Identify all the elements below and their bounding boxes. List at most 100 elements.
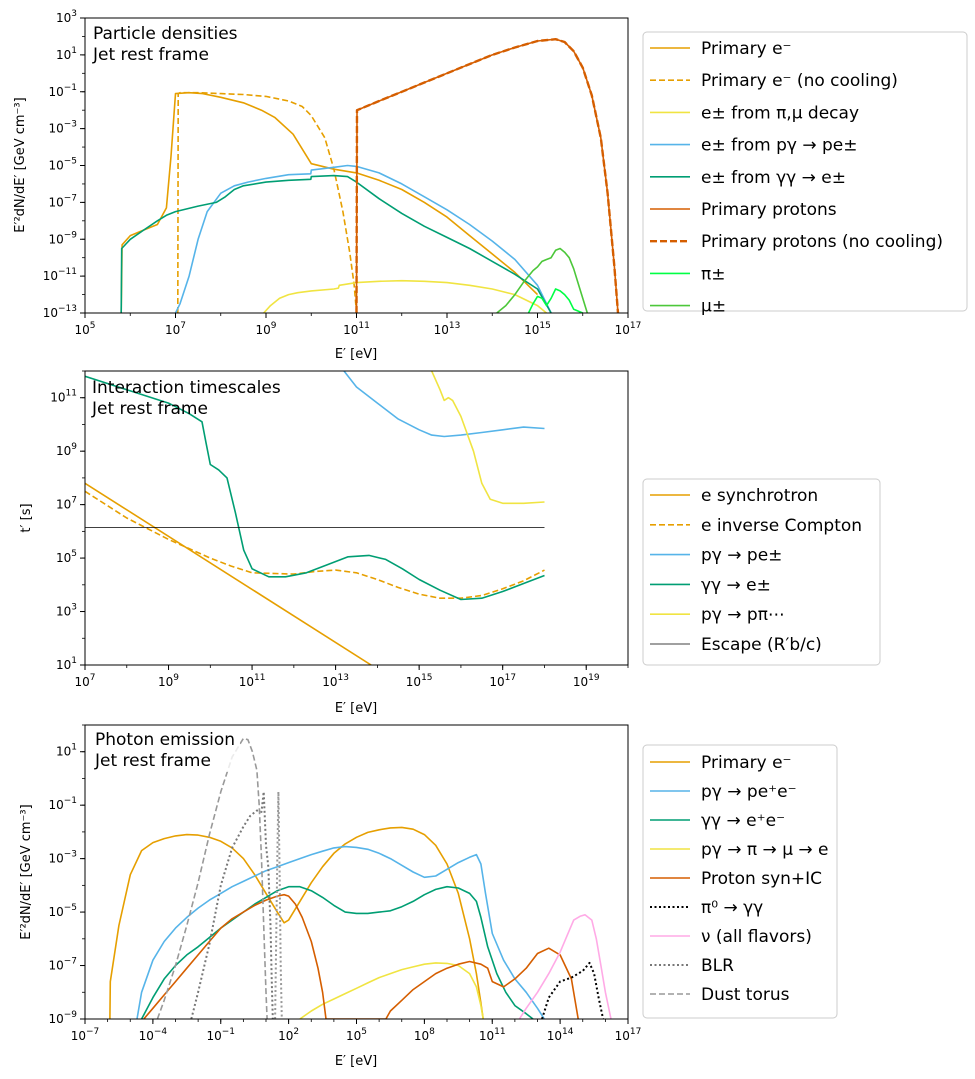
series-line-e-inverse-compton xyxy=(85,490,545,600)
panel-photon-emission: 10−7 10−4 10−1 102 105 108 1011 1014 1017 10−9 10−… xyxy=(19,724,838,1069)
series-line-blr xyxy=(190,790,274,1019)
y-axis-label: E′²dN/dE′ [GeV cm⁻³] xyxy=(19,804,34,939)
y-tick-label: 101 xyxy=(56,656,77,672)
y-tick-label: 10−9 xyxy=(48,1010,77,1026)
x-tick-label: 1011 xyxy=(343,321,370,337)
legend-label-e-from-decay: e± from π,μ decay xyxy=(701,103,859,123)
y-tick-label: 10−5 xyxy=(48,903,77,919)
x-tick-label: 109 xyxy=(158,673,179,689)
series-line-primary-e-no-cooling xyxy=(177,91,358,313)
x-axis-label: E′ [eV] xyxy=(335,1054,377,1069)
legend-frame xyxy=(642,478,881,666)
legend-label-e-inverse-compton: e inverse Compton xyxy=(701,516,862,536)
x-tick-label: 1017 xyxy=(489,673,516,689)
series-line-p-pe-e xyxy=(136,845,545,1019)
panel-interaction-timescales: 107 109 1011 1013 1015 1017 1019 101 103 105 107 10… xyxy=(19,370,881,716)
y-tick-label: 107 xyxy=(56,496,77,512)
series-line-proton-syn-ic xyxy=(143,893,579,1019)
legend-label-e-e: γγ → e⁺e⁻ xyxy=(701,811,785,831)
series-line-e-e xyxy=(140,885,534,1019)
x-tick-label: 1019 xyxy=(573,673,600,689)
legend-label-primary-e: Primary e⁻ xyxy=(701,753,792,773)
y-tick-label: 10−13 xyxy=(43,304,77,320)
x-tick-label: 1011 xyxy=(239,673,266,689)
legend-label-e-from-p-pe: e± from pγ → pe± xyxy=(701,136,857,156)
y-tick-label: 10−3 xyxy=(48,850,77,866)
legend-label-escape-r-b-c: Escape (R′b/c) xyxy=(701,635,822,655)
legend-label-all-flavors: ν (all flavors) xyxy=(701,927,812,947)
series-line-primary-protons-no-cooling xyxy=(355,38,620,313)
x-tick-label: 109 xyxy=(255,321,276,337)
legend-label-p-e: pγ → π → μ → e xyxy=(701,840,829,860)
x-tick-label: 1017 xyxy=(615,1027,642,1043)
series-line-p-pe xyxy=(343,371,545,438)
x-tick-label: 1013 xyxy=(322,673,349,689)
legend-label-e-synchrotron: e synchrotron xyxy=(701,486,818,506)
chart-title: Interaction timescales xyxy=(92,378,281,398)
y-tick-label: 105 xyxy=(56,549,77,565)
series-line-e-from-p-pe xyxy=(174,164,552,313)
y-tick-label: 109 xyxy=(56,442,77,458)
x-tick-label: 107 xyxy=(165,321,186,337)
chart-title: Photon emission xyxy=(95,730,235,750)
chart-subtitle: Jet rest frame xyxy=(92,45,209,65)
plot-frame xyxy=(84,370,629,666)
x-tick-label: 105 xyxy=(346,1027,367,1043)
series-line-series-7 xyxy=(527,288,584,313)
legend: Primary e⁻ pγ → pe⁺e⁻ γγ → e⁺e⁻ pγ → π → μ … xyxy=(642,744,838,1019)
chart-subtitle: Jet rest frame xyxy=(91,399,208,419)
x-tick-label: 1013 xyxy=(434,321,461,337)
x-tick-label: 102 xyxy=(278,1027,299,1043)
x-tick-label: 10−1 xyxy=(206,1027,235,1043)
series-line-series-8 xyxy=(496,247,589,313)
x-tick-label: 10−4 xyxy=(139,1027,168,1043)
series-line-primary-e xyxy=(109,826,484,1019)
x-tick-label: 107 xyxy=(74,673,95,689)
y-tick-label: 101 xyxy=(56,46,77,62)
x-axis-label: E′ [eV] xyxy=(335,347,377,362)
legend-frame xyxy=(642,744,838,1019)
y-tick-label: 10−11 xyxy=(43,267,77,283)
legend-label-primary-e: Primary e⁻ xyxy=(701,39,792,59)
series-line-e-from-e xyxy=(120,174,552,313)
legend-label-p-pe-e: pγ → pe⁺e⁻ xyxy=(701,782,797,802)
y-tick-label: 103 xyxy=(56,603,77,619)
series-line-p-p xyxy=(430,371,545,505)
x-axis-label: E′ [eV] xyxy=(335,701,377,716)
legend-label-primary-protons: Primary protons xyxy=(701,200,837,220)
legend-label-proton-syn-ic: Proton syn+IC xyxy=(701,869,822,889)
y-tick-label: 1011 xyxy=(50,389,77,405)
series-line-e-synchrotron xyxy=(85,482,372,665)
legend-label-e: γγ → e± xyxy=(701,575,771,595)
y-tick-label: 101 xyxy=(56,743,77,759)
y-tick-label: 103 xyxy=(56,9,77,25)
y-tick-label: 10−7 xyxy=(48,193,77,209)
y-tick-label: 10−1 xyxy=(48,796,77,812)
legend: e synchrotron e inverse Compton pγ → pe± γγ… xyxy=(642,478,881,666)
x-tick-label: 1011 xyxy=(479,1027,506,1043)
chart-title: Particle densities xyxy=(93,24,238,44)
legend-label-primary-e-no-cooling: Primary e⁻ (no cooling) xyxy=(701,71,898,91)
legend-label-series-7: π± xyxy=(701,264,725,284)
legend-label-p-pe: pγ → pe± xyxy=(701,546,782,566)
series-line-p-e xyxy=(299,962,484,1019)
x-tick-label: 1015 xyxy=(524,321,551,337)
y-axis-label: E′²dN/dE′ [GeV cm⁻³] xyxy=(13,97,28,232)
x-tick-label: 1015 xyxy=(406,673,433,689)
x-tick-label: 1014 xyxy=(547,1027,574,1043)
series-line-primary-e xyxy=(120,91,539,313)
y-tick-label: 10−5 xyxy=(48,157,77,173)
legend-label-series-5: π⁰ → γγ xyxy=(701,898,763,918)
title-backdrop xyxy=(90,728,240,772)
legend-label-primary-protons-no-cooling: Primary protons (no cooling) xyxy=(701,232,943,252)
legend-frame xyxy=(642,31,968,312)
legend-label-series-8: μ± xyxy=(701,297,726,317)
x-tick-label: 108 xyxy=(414,1027,435,1043)
series-line-series-5 xyxy=(541,961,605,1019)
series-line-e xyxy=(85,375,545,601)
y-tick-label: 10−7 xyxy=(48,957,77,973)
series-line-all-flavors xyxy=(518,913,612,1019)
legend-label-dust-torus: Dust torus xyxy=(701,985,790,1005)
x-tick-label: 1017 xyxy=(615,321,642,337)
